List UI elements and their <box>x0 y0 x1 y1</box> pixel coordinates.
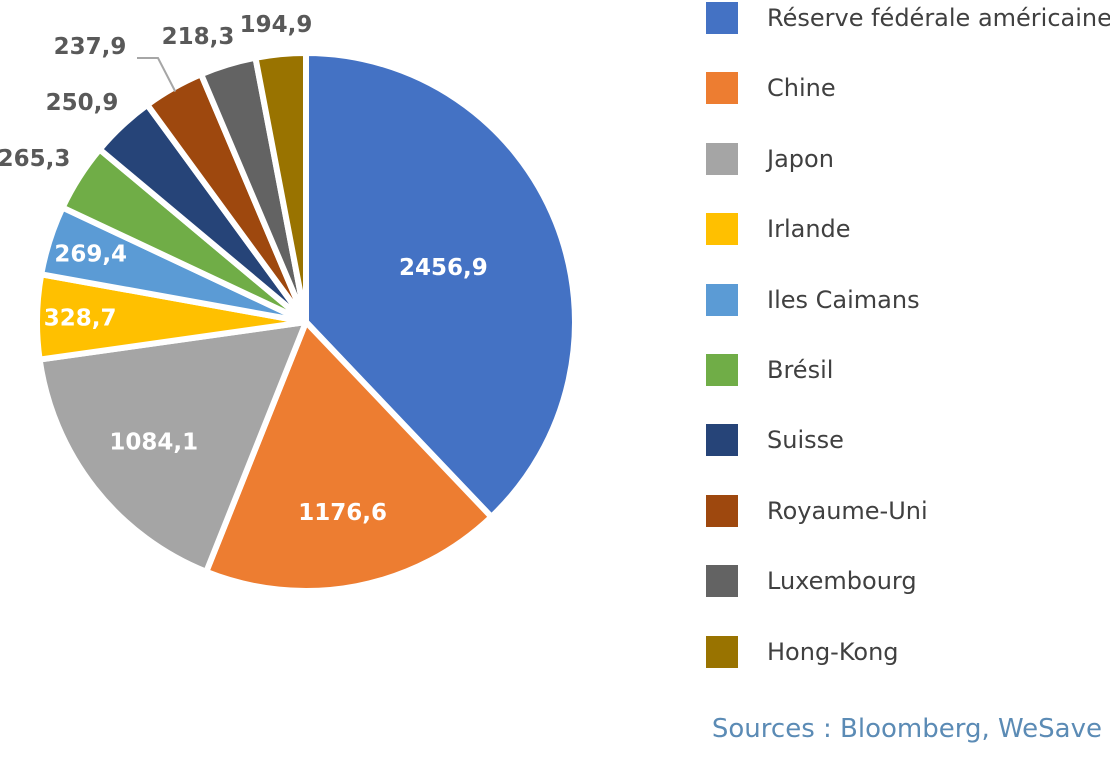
legend-label: Irlande <box>767 215 851 244</box>
legend-item-suisse: Suisse <box>706 422 1110 457</box>
legend-swatch <box>706 354 738 386</box>
legend-item-luxembourg: Luxembourg <box>706 563 1110 598</box>
source-note: Sources : Bloomberg, WeSave <box>711 714 1102 744</box>
legend-label: Suisse <box>767 426 844 455</box>
legend-label: Japon <box>767 144 834 173</box>
data-label-suisse: 250,9 <box>46 90 119 116</box>
legend-swatch <box>706 72 738 105</box>
data-label-chine: 1176,6 <box>298 500 387 526</box>
data-label-royaume-uni: 237,9 <box>54 34 127 60</box>
legend-swatch <box>706 2 738 34</box>
legend-swatch <box>706 142 738 175</box>
data-label-irlande: 328,7 <box>44 306 117 332</box>
legend-item-irlande: Irlande <box>706 211 1110 246</box>
legend-item-reserve-federale-americaine: Réserve fédérale américaine <box>706 0 1110 34</box>
pie-slice-hong-kong <box>252 50 309 325</box>
legend-swatch <box>706 424 738 457</box>
legend-label: Royaume-Uni <box>767 496 928 525</box>
pie-chart: 2456,9 1176,6 1084,1 328,7 269,4 265,3 250,9 23… <box>0 12 578 594</box>
leader-line-royaume-uni <box>137 57 177 92</box>
legend-label: Hong-Kong <box>767 637 899 666</box>
legend-item-iles-caimans: Iles Caimans <box>706 282 1110 316</box>
legend-swatch <box>706 565 738 598</box>
data-label-reserve-federale-americaine: 2456,9 <box>399 255 488 281</box>
legend-item-hong-kong: Hong-Kong <box>706 634 1110 668</box>
data-label-luxembourg: 218,3 <box>162 24 235 50</box>
pie-slice-chine <box>203 319 495 594</box>
legend-label: Réserve fédérale américaine <box>767 4 1110 32</box>
legend-label: Luxembourg <box>767 567 917 596</box>
data-label-japon: 1084,1 <box>109 430 198 456</box>
legend-swatch <box>706 213 738 246</box>
legend-swatch <box>706 635 738 668</box>
legend-item-japon: Japon <box>706 141 1110 175</box>
pie-slice-reserve-federale-americaine <box>303 50 578 520</box>
data-label-hong-kong: 194,9 <box>240 12 313 38</box>
data-label-bresil: 265,3 <box>0 146 70 172</box>
legend-label: Chine <box>767 74 836 103</box>
legend-item-chine: Chine <box>706 70 1110 105</box>
legend-swatch <box>706 494 738 527</box>
data-label-iles-caimans: 269,4 <box>54 241 127 267</box>
legend-item-bresil: Brésil <box>706 352 1110 386</box>
legend-label: Brésil <box>767 356 834 384</box>
pie-slice-japon <box>36 319 309 575</box>
legend-label: Iles Caimans <box>767 285 920 314</box>
legend-item-royaume-uni: Royaume-Uni <box>706 493 1110 527</box>
legend-swatch <box>706 283 738 316</box>
